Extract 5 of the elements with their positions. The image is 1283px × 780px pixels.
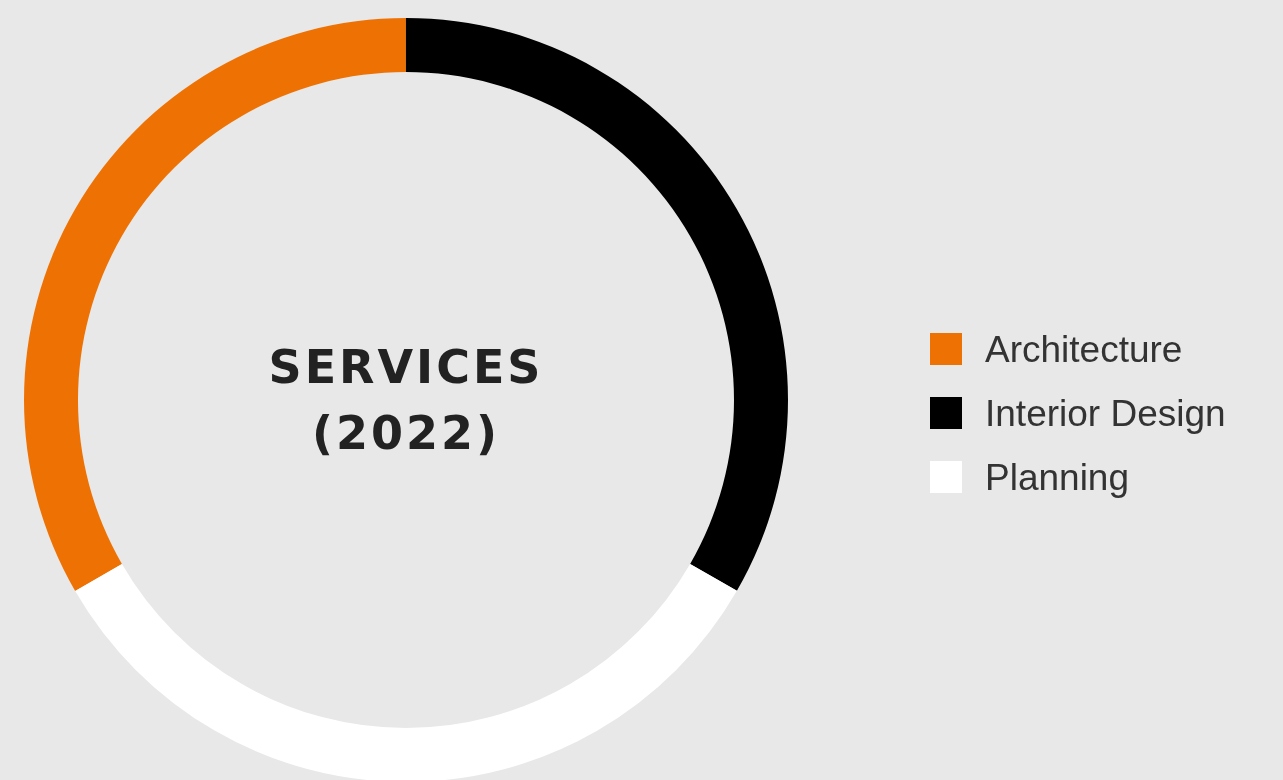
legend-label: Interior Design [985,393,1226,434]
legend-label: Planning [985,457,1130,498]
legend-label: Architecture [985,329,1183,370]
text: SERVICES (2022) [268,340,544,460]
donut-slice [75,563,737,780]
